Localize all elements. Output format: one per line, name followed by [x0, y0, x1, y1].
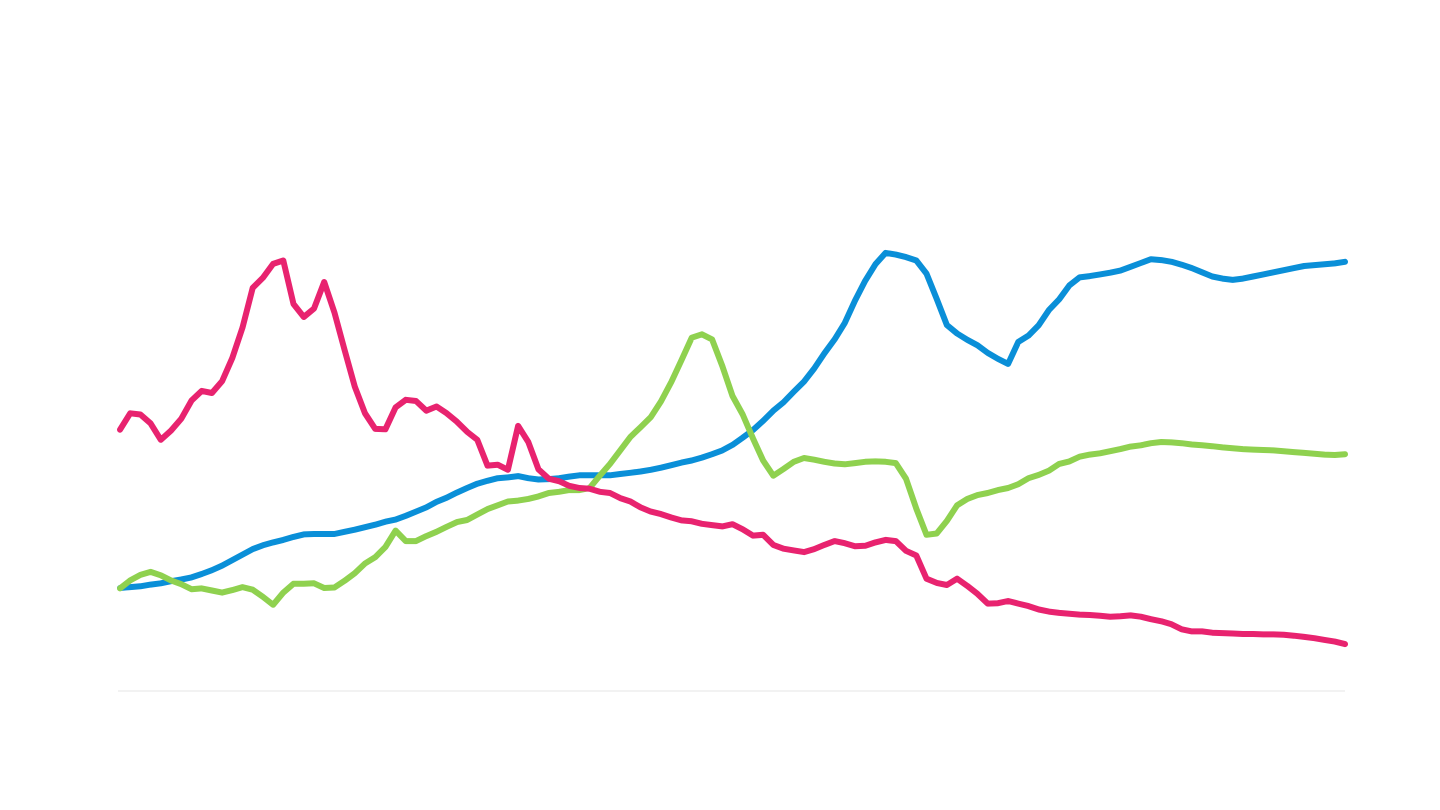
series-line-1 — [117, 249, 1348, 591]
series-line-3 — [117, 257, 1348, 648]
series-group — [117, 249, 1348, 648]
series-line-2 — [117, 331, 1348, 608]
